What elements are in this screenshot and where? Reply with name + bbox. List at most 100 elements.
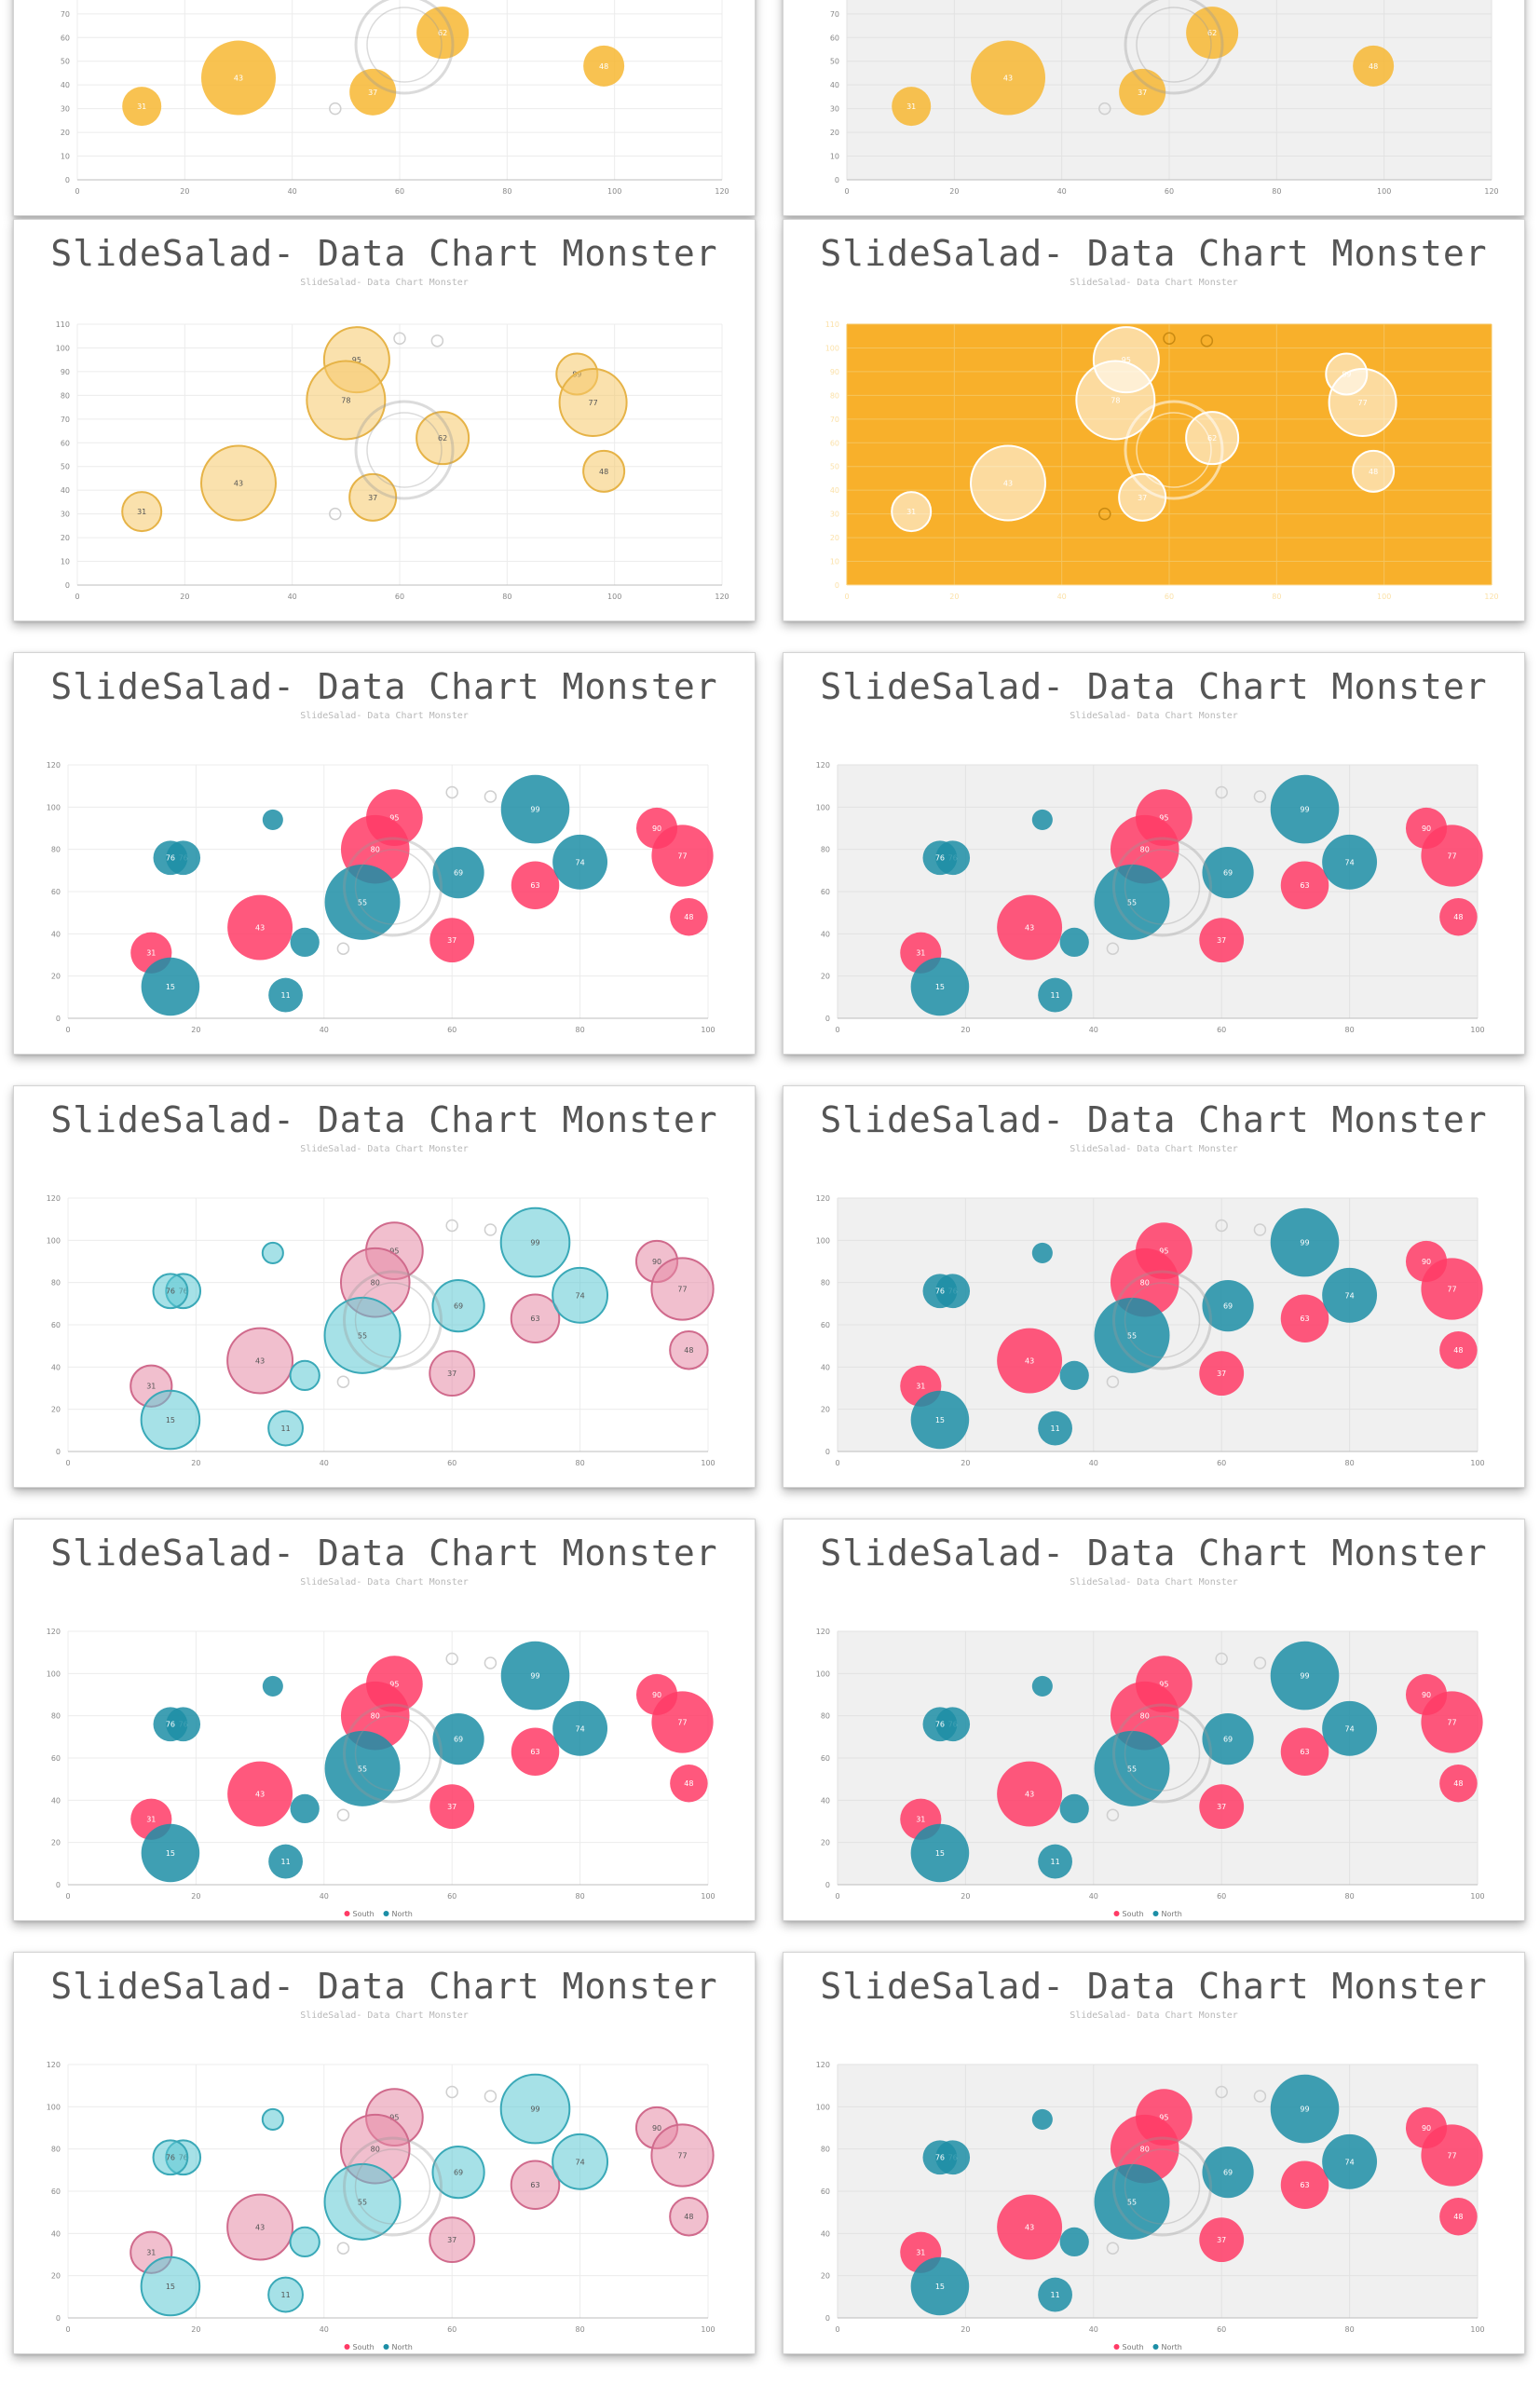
y-tick-label: 100 [47, 1670, 61, 1678]
south-bubble [1439, 2197, 1478, 2236]
bubble [1353, 45, 1395, 87]
bubble-value-label: 11 [280, 1858, 290, 1866]
north-bubble [152, 2139, 189, 2176]
north-bubble [1094, 2163, 1170, 2240]
y-tick-label: 80 [61, 391, 70, 400]
bubble-value-label: 15 [935, 1416, 945, 1424]
bubble-value-label: 80 [371, 1279, 380, 1288]
south-bubble [997, 1328, 1063, 1394]
south-bubble [429, 1784, 475, 1830]
x-tick-label: 100 [701, 1892, 715, 1901]
bubble-value-label: 31 [916, 1383, 925, 1391]
y-tick-label: 120 [816, 1194, 830, 1203]
south-bubble [1421, 825, 1483, 887]
south-bubble [227, 894, 293, 961]
chart-slide-card[interactable]: SlideSalad- Data Chart MonsterSlideSalad… [13, 0, 756, 216]
y-tick-label: 100 [816, 803, 830, 811]
south-bubble [1421, 2124, 1483, 2187]
bubble-value-label: 31 [146, 2249, 156, 2257]
slide-subtitle: SlideSalad- Data Chart Monster [1070, 278, 1238, 288]
hollow-marker [1200, 334, 1214, 348]
watermark-ring-inner [354, 2148, 431, 2225]
bubble-value-label: 55 [1127, 1765, 1137, 1773]
south-bubble [669, 2196, 709, 2237]
bubble-value-label: 76 [935, 1288, 945, 1296]
x-tick-label: 100 [701, 1026, 715, 1034]
watermark-ring [354, 400, 455, 500]
y-tick-label: 20 [51, 1406, 61, 1414]
south-bubble [997, 1761, 1063, 1827]
bubble [416, 7, 470, 60]
watermark-ring [1124, 0, 1224, 95]
x-tick-label: 100 [607, 187, 621, 196]
north-bubble [910, 957, 970, 1016]
bubble-value-label: 43 [1025, 924, 1034, 933]
hollow-marker [484, 790, 497, 803]
south-bubble [650, 2123, 715, 2187]
y-tick-label: 10 [61, 153, 70, 161]
x-tick-label: 0 [835, 1892, 839, 1901]
north-bubble [262, 809, 283, 830]
chart-slide-card[interactable]: SlideSalad- Data Chart MonsterSlideSalad… [783, 0, 1525, 216]
bubble [416, 411, 470, 466]
bubble-value-label: 11 [1050, 1424, 1059, 1433]
south-bubble [1280, 861, 1329, 909]
bubble-value-label: 99 [530, 2106, 539, 2114]
north-bubble [500, 1641, 570, 1710]
bubble-value-label: 77 [677, 852, 687, 860]
north-bubble [140, 2256, 201, 2317]
y-tick-label: 60 [51, 1754, 61, 1763]
y-tick-label: 10 [61, 558, 70, 566]
bubble-value-label: 95 [1122, 356, 1131, 364]
north-bubble [1322, 1700, 1378, 1756]
south-bubble [429, 918, 475, 963]
y-tick-label: 40 [51, 2229, 61, 2238]
south-bubble [429, 2216, 476, 2264]
north-bubble [922, 840, 958, 876]
x-tick-label: 100 [701, 1459, 715, 1467]
bubble-value-label: 43 [1003, 75, 1013, 83]
y-tick-label: 0 [825, 1448, 830, 1456]
x-tick-label: 40 [1089, 2325, 1098, 2334]
y-tick-label: 120 [816, 1628, 830, 1636]
legend-south-label: South [353, 1910, 375, 1918]
bubble-value-label: 90 [1422, 825, 1431, 833]
y-tick-label: 20 [821, 1406, 830, 1414]
y-tick-label: 40 [61, 81, 70, 89]
y-tick-label: 80 [821, 1712, 830, 1721]
south-bubble [1280, 1294, 1329, 1342]
north-bubble [1031, 2108, 1053, 2130]
slide-subtitle: SlideSalad- Data Chart Monster [1070, 2010, 1238, 2021]
watermark-ring [343, 1270, 443, 1370]
watermark-ring-inner [1136, 412, 1212, 488]
y-tick-label: 80 [821, 846, 830, 854]
north-bubble [262, 1675, 283, 1697]
y-tick-label: 0 [825, 1015, 830, 1023]
bubble-value-label: 48 [1453, 1346, 1463, 1355]
watermark-stamp [1124, 0, 1224, 95]
bubble-value-label: 43 [1025, 2224, 1034, 2232]
bubble-value-label: 80 [1140, 2146, 1150, 2154]
bubble-value-label: 37 [447, 2236, 457, 2244]
watermark-ring-inner [1124, 1715, 1201, 1792]
bubble [970, 444, 1046, 522]
slide-title: SlideSalad- Data Chart Monster [50, 233, 718, 274]
south-bubble [1421, 1258, 1483, 1320]
bubble [891, 491, 933, 533]
north-bubble [267, 1410, 304, 1447]
y-tick-label: 40 [830, 486, 839, 495]
bubble-value-label: 15 [166, 1416, 175, 1424]
x-tick-label: 20 [191, 1026, 200, 1034]
hollow-marker [1215, 1219, 1228, 1233]
south-bubble [669, 1329, 709, 1370]
